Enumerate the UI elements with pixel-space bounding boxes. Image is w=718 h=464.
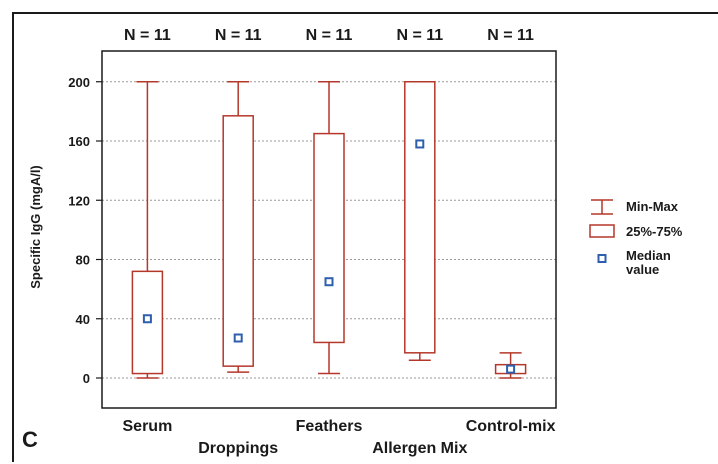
n-label: N = 11 [124, 27, 171, 44]
iqr-box [313, 132, 345, 344]
y-tick-label: 200 [68, 75, 90, 90]
box-droppings [222, 81, 254, 373]
box-series [131, 81, 527, 379]
iqr-box [404, 81, 436, 354]
n-label: N = 11 [215, 27, 262, 44]
n-label: N = 11 [396, 27, 443, 44]
median-marker [233, 333, 243, 343]
y-tick-label: 160 [68, 134, 90, 149]
y-axis-label: Specific IgG (mgA/l) [28, 165, 43, 289]
iqr-box [222, 115, 254, 367]
median-marker [142, 314, 152, 324]
panel-label: C [22, 427, 38, 452]
category-label: Allergen Mix [372, 440, 467, 457]
median-marker [324, 277, 334, 287]
median-marker [506, 364, 516, 374]
category-label: Feathers [296, 418, 363, 435]
y-tick-label: 0 [83, 371, 90, 386]
box-serum [131, 81, 164, 379]
figure-panel: 0 40 80 120 160 200 Serum Droppings Feathers All… [12, 12, 718, 462]
box-allergen-mix [404, 81, 436, 361]
median-marker [415, 139, 425, 149]
category-label: Control-mix [466, 418, 556, 435]
legend: Min-Max 25%-75% Median value [589, 199, 683, 277]
box-feathers [313, 81, 345, 375]
n-label: N = 11 [306, 27, 353, 44]
category-label: Serum [123, 418, 173, 435]
category-labels: Serum Droppings Feathers Allergen Mix Contro… [123, 418, 556, 457]
n-label: N = 11 [487, 27, 534, 44]
y-tick-label: 120 [68, 193, 90, 208]
category-label: Droppings [198, 440, 278, 457]
y-tick-label: 40 [76, 312, 90, 327]
legend-label-iqr: 25%-75% [626, 224, 683, 239]
box-control-mix [494, 352, 527, 379]
y-tick-label: 80 [76, 253, 90, 268]
legend-label-minmax: Min-Max [626, 199, 679, 214]
plot-frame [101, 50, 557, 409]
legend-iqr-swatch [589, 224, 615, 238]
boxplot-chart: 0 40 80 120 160 200 Serum Droppings Feathers All… [22, 27, 683, 457]
y-axis-ticks: 0 40 80 120 160 200 [68, 75, 102, 386]
legend-label-median: Median value [626, 248, 671, 277]
legend-median-swatch [597, 254, 607, 263]
sample-size-labels: N = 11 N = 11 N = 11 N = 11 N = 11 [124, 27, 534, 44]
